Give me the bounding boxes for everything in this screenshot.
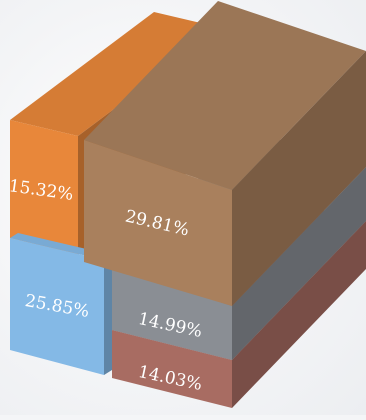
data-box-3: 25.85% [10,233,112,375]
box-front-face [10,120,78,255]
box-side-face [104,255,112,375]
box-top-face [10,12,222,136]
box-front-face [112,330,232,408]
data-box-2: 29.81% [84,1,366,306]
box-top-face [84,1,366,190]
box-front-face [10,238,104,375]
box-side-face [232,51,366,306]
box-front-face [84,140,232,306]
box-front-face [112,268,232,360]
box-side-face [232,167,366,360]
box-side-face [232,221,366,408]
